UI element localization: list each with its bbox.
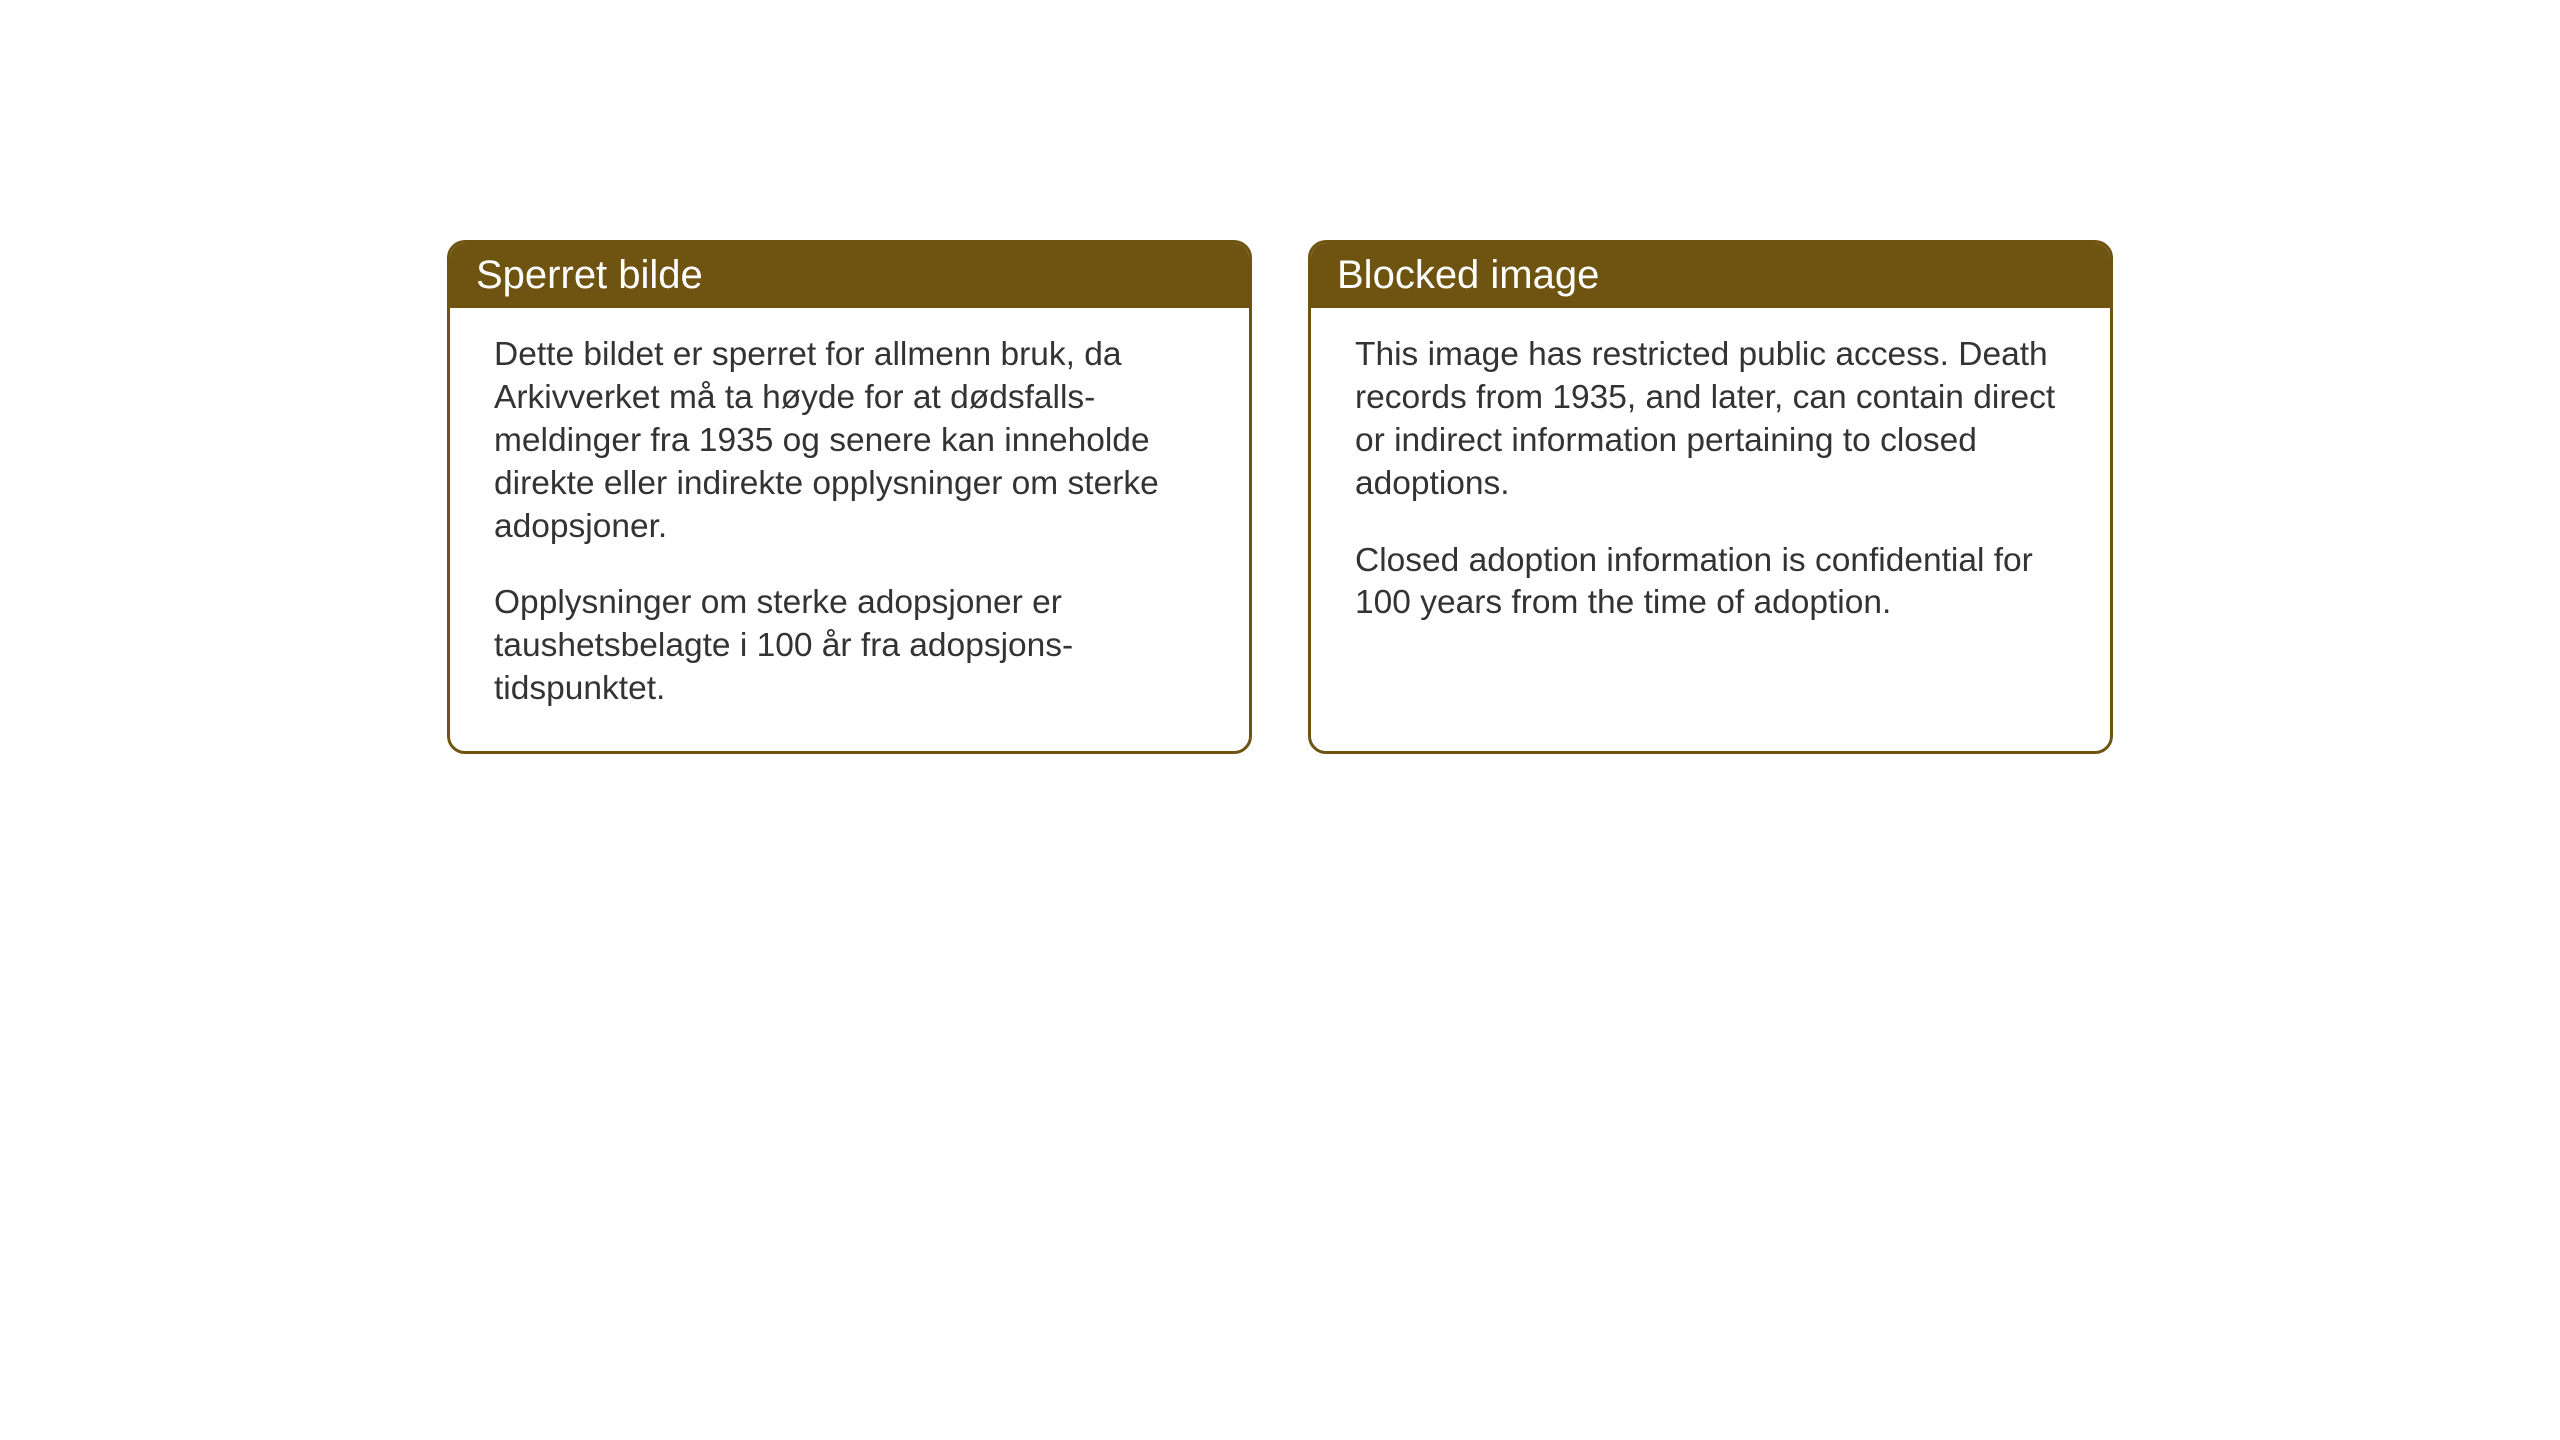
paragraph-1-english: This image has restricted public access.… — [1355, 334, 2066, 506]
card-body-norwegian: Dette bildet er sperret for allmenn bruk… — [450, 308, 1249, 751]
paragraph-2-english: Closed adoption information is confident… — [1355, 540, 2066, 626]
notice-card-norwegian: Sperret bilde Dette bildet er sperret fo… — [447, 240, 1252, 754]
paragraph-2-norwegian: Opplysninger om sterke adopsjoner er tau… — [494, 582, 1205, 711]
notice-card-english: Blocked image This image has restricted … — [1308, 240, 2113, 754]
notice-cards-container: Sperret bilde Dette bildet er sperret fo… — [447, 240, 2560, 754]
card-header-norwegian: Sperret bilde — [450, 243, 1249, 308]
card-body-english: This image has restricted public access.… — [1311, 308, 2110, 665]
card-header-english: Blocked image — [1311, 243, 2110, 308]
paragraph-1-norwegian: Dette bildet er sperret for allmenn bruk… — [494, 334, 1205, 548]
